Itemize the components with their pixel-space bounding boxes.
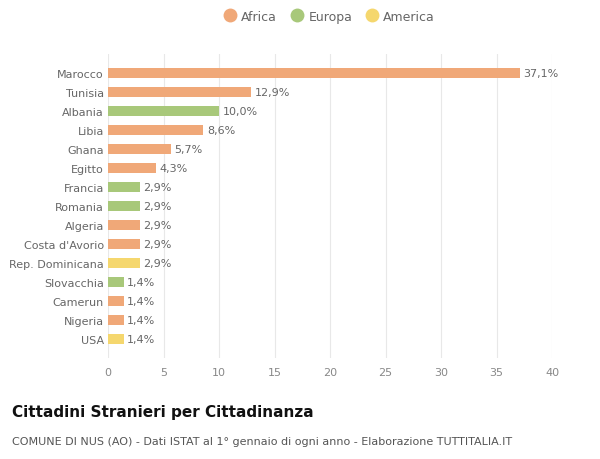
Text: 37,1%: 37,1%: [523, 69, 559, 79]
Bar: [108, 182, 140, 193]
Bar: [108, 239, 140, 250]
Text: 12,9%: 12,9%: [254, 88, 290, 98]
Text: COMUNE DI NUS (AO) - Dati ISTAT al 1° gennaio di ogni anno - Elaborazione TUTTIT: COMUNE DI NUS (AO) - Dati ISTAT al 1° ge…: [12, 436, 512, 446]
Text: 1,4%: 1,4%: [127, 315, 155, 325]
Bar: [108, 258, 140, 269]
Text: 2,9%: 2,9%: [143, 240, 172, 249]
Bar: [108, 202, 140, 212]
Bar: [108, 296, 124, 307]
Bar: [108, 163, 156, 174]
Bar: [108, 220, 140, 231]
Text: 1,4%: 1,4%: [127, 277, 155, 287]
Bar: [108, 126, 203, 136]
Bar: [108, 334, 124, 344]
Bar: [108, 315, 124, 325]
Bar: [108, 88, 251, 98]
Legend: Africa, Europa, America: Africa, Europa, America: [221, 7, 439, 27]
Text: 1,4%: 1,4%: [127, 334, 155, 344]
Text: 8,6%: 8,6%: [207, 126, 235, 136]
Bar: [108, 69, 520, 79]
Text: Cittadini Stranieri per Cittadinanza: Cittadini Stranieri per Cittadinanza: [12, 404, 314, 419]
Text: 1,4%: 1,4%: [127, 296, 155, 306]
Bar: [108, 277, 124, 287]
Text: 2,9%: 2,9%: [143, 183, 172, 193]
Bar: [108, 145, 171, 155]
Text: 2,9%: 2,9%: [143, 258, 172, 269]
Text: 2,9%: 2,9%: [143, 220, 172, 230]
Text: 5,7%: 5,7%: [175, 145, 203, 155]
Text: 4,3%: 4,3%: [159, 164, 187, 174]
Bar: [108, 106, 219, 117]
Text: 10,0%: 10,0%: [223, 107, 257, 117]
Text: 2,9%: 2,9%: [143, 202, 172, 212]
